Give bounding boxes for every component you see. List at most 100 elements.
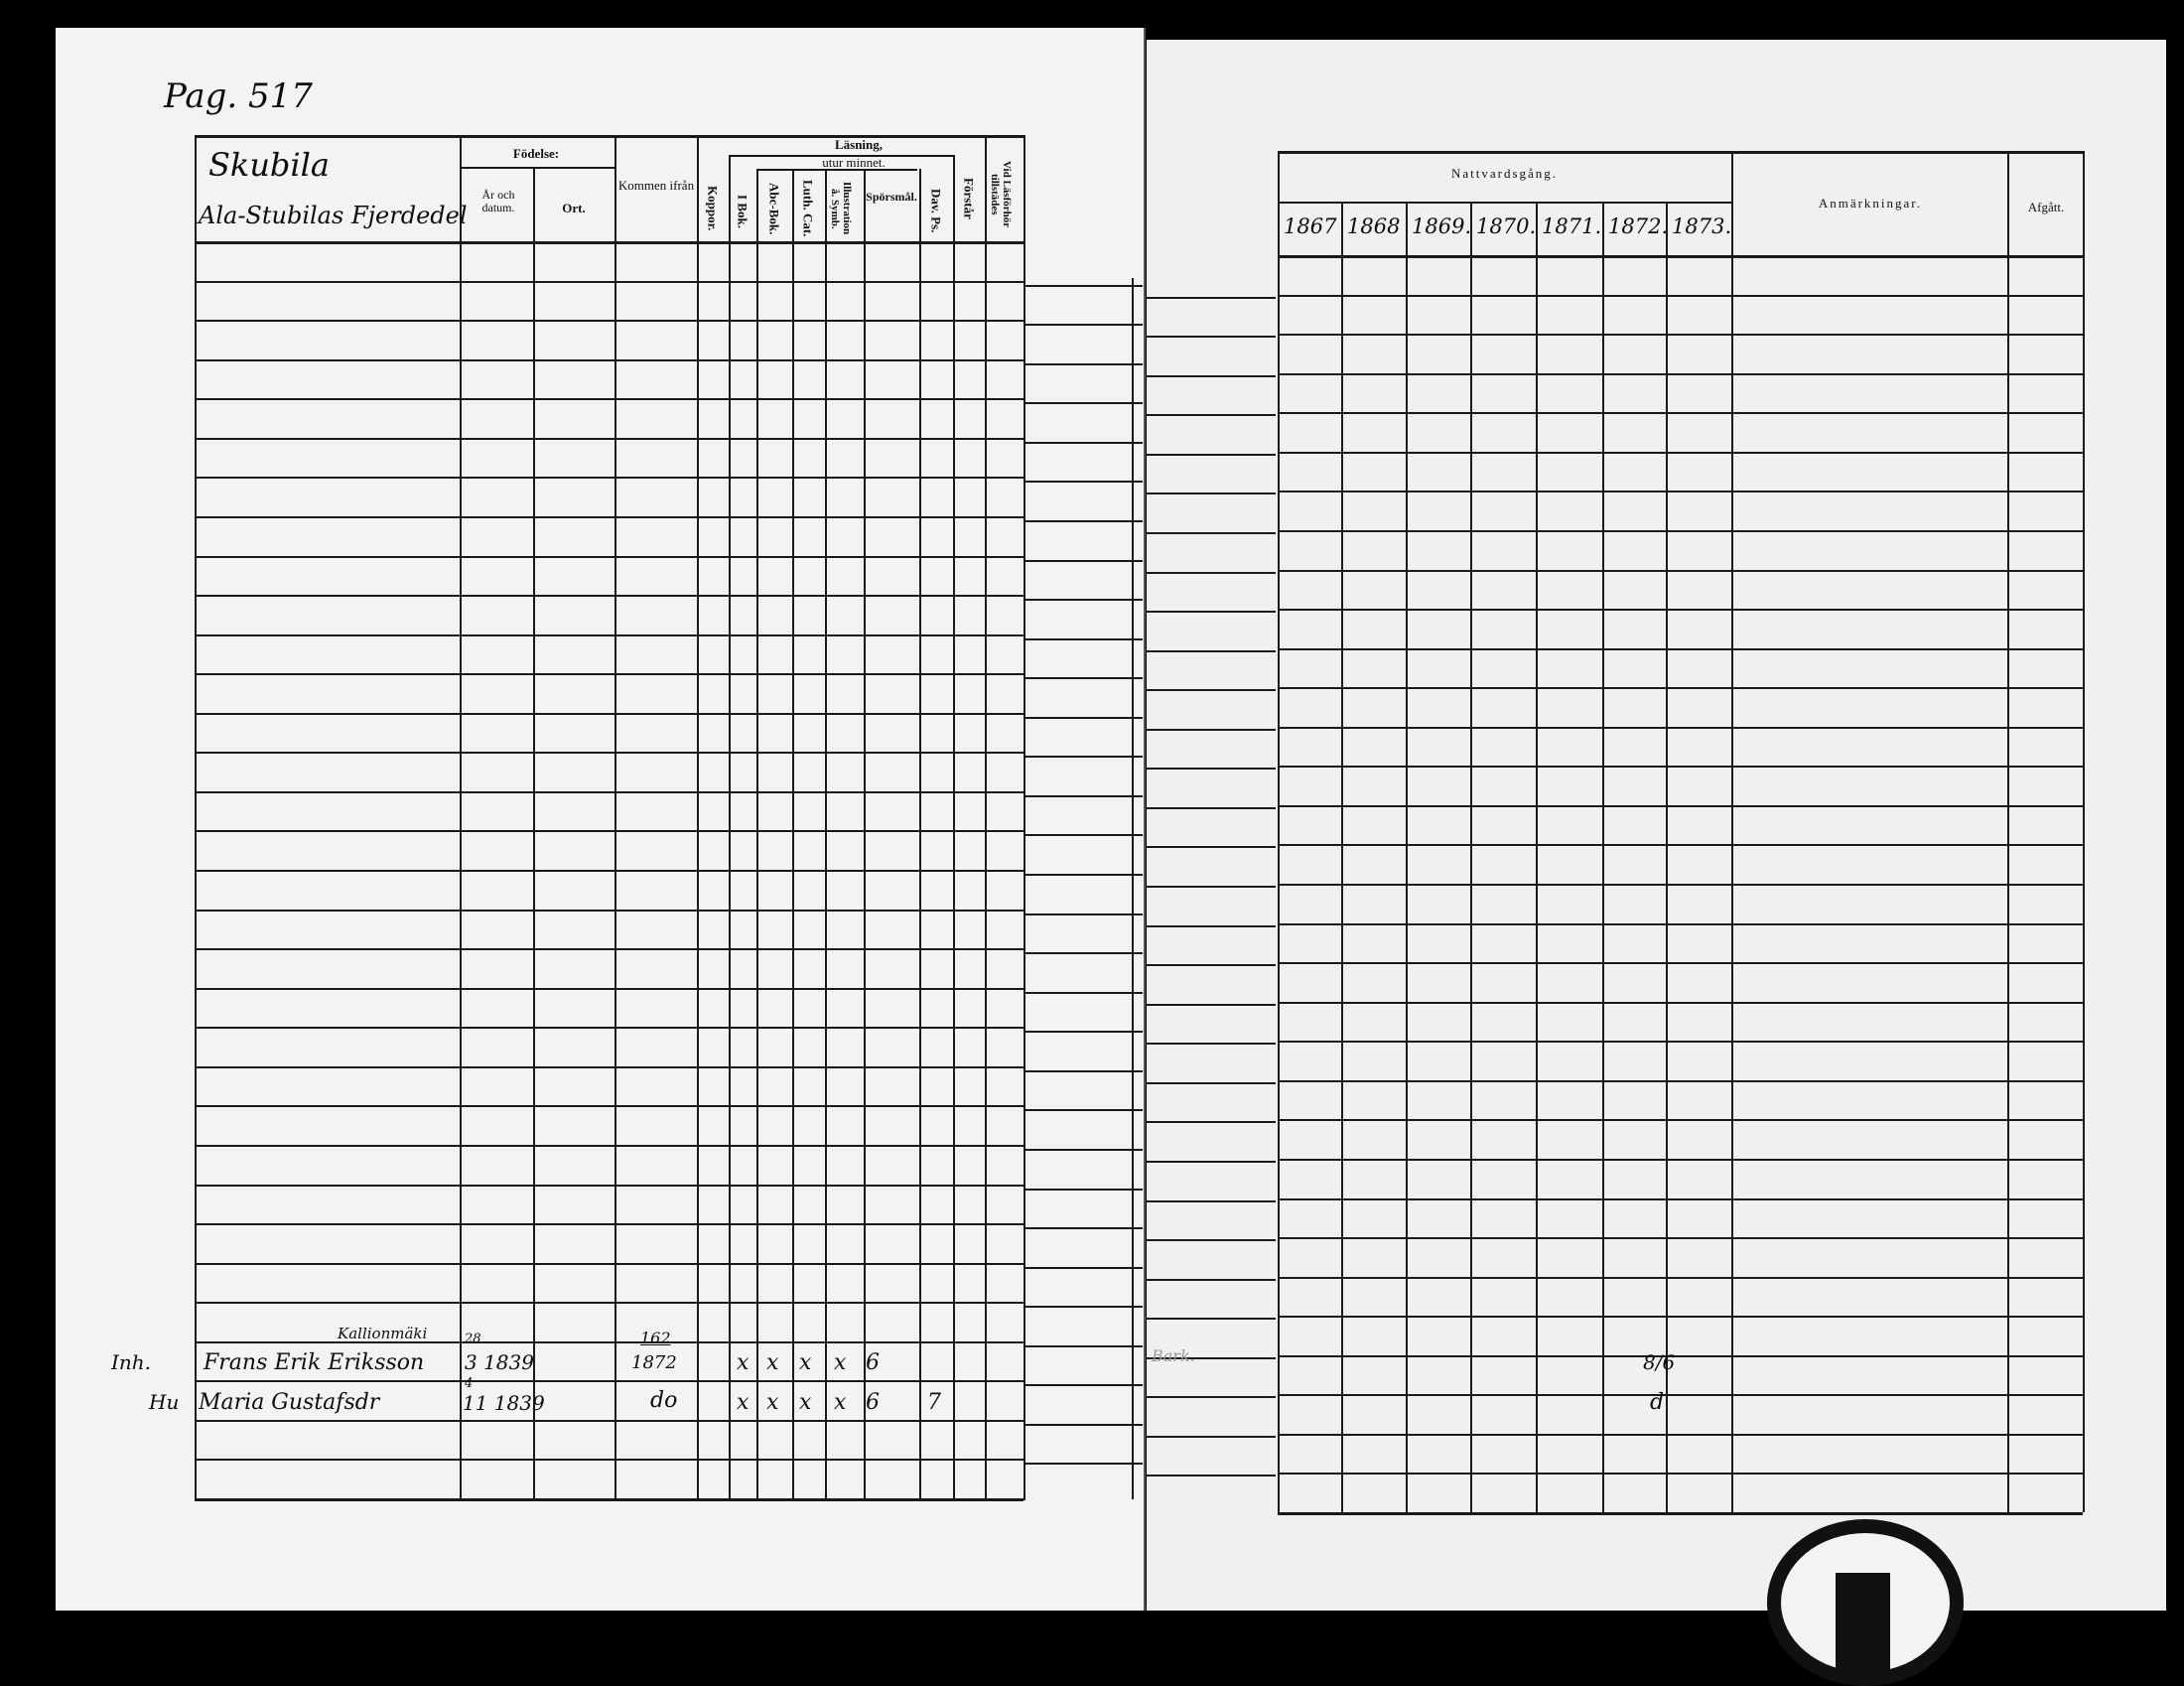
rule-line <box>195 1223 1024 1226</box>
rule-line <box>1024 1188 1143 1191</box>
entry-sporsmal: 6 <box>866 1350 880 1375</box>
rule-line <box>1024 1463 1143 1466</box>
rule-line <box>1278 1473 2083 1475</box>
rule-line <box>1278 294 2083 297</box>
entry-dav-ps: 7 <box>927 1390 941 1415</box>
rule-line <box>1147 1239 1276 1242</box>
rule-line <box>1147 1278 1276 1281</box>
entry-place-note: Kallionmäki <box>338 1325 428 1342</box>
rule-line <box>1024 1031 1143 1034</box>
rule-line <box>195 830 1024 833</box>
rule-line <box>195 1419 1024 1422</box>
rule-line <box>195 712 1024 715</box>
rule-line <box>1278 962 2083 965</box>
rule-line <box>1024 481 1143 484</box>
rule-line <box>1147 1121 1276 1124</box>
header-i-bok: I Bok. <box>735 194 751 228</box>
rule-line <box>195 1105 1024 1108</box>
rule-line <box>1147 846 1276 849</box>
rule-line <box>1147 1081 1276 1084</box>
rule-line <box>195 1380 1024 1383</box>
rule-line <box>460 167 614 169</box>
entry-birth-year: 11 1839 <box>463 1391 545 1415</box>
rule-line <box>1024 637 1143 640</box>
entry-role: Hu <box>149 1390 180 1414</box>
column-line <box>1536 202 1538 1512</box>
rule-line <box>195 437 1024 440</box>
rule-line <box>1147 1475 1276 1477</box>
header-illustr: Illustration å. Symb. <box>829 182 854 235</box>
year-header-1867: 1867 <box>1284 214 1337 238</box>
rule-line <box>195 1340 1024 1343</box>
entry-birth-day: 4 <box>465 1376 474 1391</box>
rule-line <box>1147 492 1276 495</box>
column-line <box>792 169 794 1500</box>
rule-line <box>1278 1316 2083 1319</box>
header-afgatt: Afgått. <box>2027 200 2065 214</box>
rule-line <box>1278 529 2083 532</box>
rule-line <box>195 1065 1024 1068</box>
header-anmarkningar: Anmärkningar. <box>1818 196 1923 211</box>
column-line <box>2083 151 2085 1512</box>
rule-line <box>1147 964 1276 967</box>
rule-line <box>1278 922 2083 925</box>
rule-line <box>195 1184 1024 1187</box>
rule-line <box>1024 952 1143 955</box>
entry-sporsmal: 6 <box>866 1390 880 1415</box>
entry-kommen-num: 162 <box>640 1329 671 1347</box>
entry-name: Maria Gustafsdr <box>199 1390 380 1415</box>
rule-line <box>1147 571 1276 574</box>
rule-line <box>729 155 953 157</box>
header-kommen: Kommen ifrån <box>617 178 695 193</box>
rule-line <box>756 169 917 171</box>
header-ort: Ort. <box>562 201 586 215</box>
entry-i-bok: x <box>737 1390 750 1415</box>
entry-i-bok: x <box>737 1350 750 1375</box>
rule-line <box>195 909 1024 912</box>
rule-line <box>1278 1041 2083 1044</box>
rule-line <box>1278 766 2083 769</box>
rule-line <box>1147 1199 1276 1202</box>
rule-line <box>1147 453 1276 456</box>
page-number: Pag. 517 <box>164 76 313 116</box>
rule-line <box>1278 1276 2083 1279</box>
header-luth-cat: Luth. Cat. <box>800 180 816 237</box>
rule-line <box>1024 991 1143 994</box>
rule-line <box>1024 362 1143 365</box>
entry-birth-day: 28 <box>465 1332 481 1346</box>
column-line <box>825 169 827 1500</box>
farm-name: Ala-Stubilas Fjerdedel <box>199 202 468 229</box>
rule-line <box>195 398 1024 401</box>
column-line <box>1666 202 1668 1512</box>
rule-line <box>1147 1160 1276 1163</box>
rule-line <box>195 241 1024 244</box>
rule-line <box>195 633 1024 636</box>
header-lasning: Läsning, <box>834 137 884 152</box>
header-fodelse: Födelse: <box>512 146 560 161</box>
rule-line <box>1147 728 1276 731</box>
header-dav-ps: Dav. Ps. <box>928 189 944 233</box>
rule-line <box>1278 844 2083 847</box>
rule-line <box>1024 1423 1143 1426</box>
rule-line <box>1147 768 1276 771</box>
year-header-1869: 1869. <box>1412 214 1472 238</box>
rule-line <box>1147 336 1276 339</box>
rule-line <box>1024 559 1143 562</box>
rule-line <box>1147 1043 1276 1046</box>
entry-kommen-year: 1872 <box>631 1352 677 1373</box>
rule-line <box>1147 296 1276 299</box>
column-line <box>1406 202 1408 1512</box>
entry-role: Inh. <box>111 1350 152 1374</box>
rule-line <box>1024 402 1143 405</box>
rule-line <box>1278 726 2083 729</box>
rule-line <box>1278 569 2083 572</box>
rule-line <box>1278 491 2083 493</box>
rule-line <box>1278 1354 2083 1357</box>
entry-illustr: x <box>834 1390 847 1415</box>
rule-line <box>1024 677 1143 680</box>
rule-line <box>1278 255 2083 258</box>
column-line <box>2007 151 2009 1512</box>
rule-line <box>195 595 1024 598</box>
header-nattvardsgang: Nattvardsgång. <box>1450 166 1559 181</box>
rule-line <box>195 1262 1024 1265</box>
